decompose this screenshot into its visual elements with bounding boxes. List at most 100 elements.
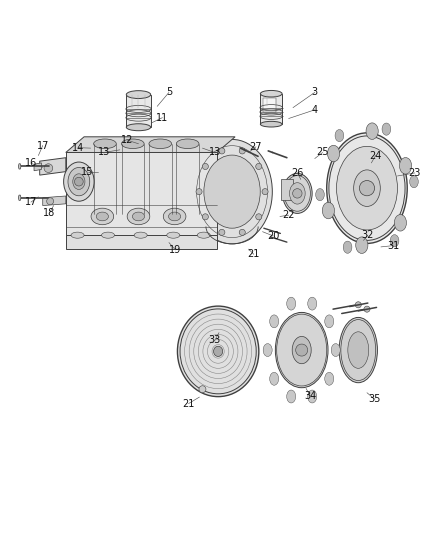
Ellipse shape: [284, 175, 311, 211]
Ellipse shape: [197, 232, 210, 238]
Ellipse shape: [290, 183, 305, 204]
Text: 12: 12: [121, 135, 134, 146]
Ellipse shape: [343, 241, 352, 253]
Circle shape: [47, 198, 53, 205]
Circle shape: [296, 344, 308, 356]
Ellipse shape: [322, 202, 335, 219]
Ellipse shape: [96, 212, 109, 221]
Circle shape: [219, 229, 225, 236]
Circle shape: [219, 148, 225, 154]
Text: 13: 13: [208, 148, 221, 157]
Ellipse shape: [126, 91, 151, 99]
Text: 27: 27: [250, 142, 262, 152]
Ellipse shape: [292, 336, 311, 364]
Ellipse shape: [68, 167, 90, 196]
Circle shape: [199, 386, 206, 393]
Text: 4: 4: [312, 105, 318, 115]
Ellipse shape: [260, 91, 282, 97]
Ellipse shape: [177, 306, 259, 397]
Text: 17: 17: [25, 197, 37, 207]
Circle shape: [256, 214, 262, 220]
Text: 18: 18: [43, 208, 55, 219]
Ellipse shape: [177, 139, 199, 149]
Text: 21: 21: [247, 249, 260, 260]
Text: 31: 31: [387, 240, 399, 251]
Ellipse shape: [263, 344, 272, 357]
Ellipse shape: [327, 133, 407, 244]
Ellipse shape: [71, 232, 84, 238]
Polygon shape: [66, 137, 235, 152]
Ellipse shape: [308, 390, 317, 403]
Ellipse shape: [169, 212, 181, 221]
Text: 19: 19: [170, 245, 182, 255]
Circle shape: [359, 181, 374, 196]
Ellipse shape: [348, 332, 369, 368]
Ellipse shape: [286, 297, 296, 310]
Circle shape: [44, 164, 53, 173]
Ellipse shape: [132, 212, 145, 221]
Ellipse shape: [163, 208, 186, 225]
Polygon shape: [18, 195, 21, 200]
Text: 3: 3: [312, 87, 318, 98]
Ellipse shape: [192, 140, 272, 244]
Circle shape: [256, 164, 262, 169]
Ellipse shape: [329, 136, 405, 240]
Ellipse shape: [64, 162, 94, 201]
Text: 32: 32: [362, 230, 374, 240]
Polygon shape: [126, 94, 151, 127]
Text: 33: 33: [208, 335, 221, 345]
Ellipse shape: [331, 344, 340, 357]
Text: 23: 23: [409, 168, 421, 178]
Ellipse shape: [366, 123, 378, 140]
Ellipse shape: [102, 232, 115, 238]
Circle shape: [293, 189, 302, 198]
Polygon shape: [281, 180, 293, 200]
Text: 35: 35: [369, 394, 381, 404]
Text: 11: 11: [156, 112, 169, 123]
Ellipse shape: [316, 189, 325, 201]
Circle shape: [202, 214, 208, 220]
Polygon shape: [18, 164, 21, 169]
Ellipse shape: [149, 139, 172, 149]
Ellipse shape: [283, 173, 312, 213]
Text: 22: 22: [283, 210, 295, 220]
Ellipse shape: [339, 318, 378, 383]
Ellipse shape: [126, 124, 151, 131]
Ellipse shape: [335, 130, 344, 142]
Ellipse shape: [180, 309, 256, 394]
Text: 20: 20: [267, 231, 279, 241]
Polygon shape: [263, 98, 276, 112]
Ellipse shape: [214, 346, 223, 357]
Text: 25: 25: [316, 148, 329, 157]
Ellipse shape: [325, 315, 334, 328]
Ellipse shape: [308, 297, 317, 310]
Ellipse shape: [328, 146, 339, 162]
Ellipse shape: [73, 174, 85, 189]
Ellipse shape: [121, 139, 144, 149]
Polygon shape: [34, 163, 42, 171]
Text: 15: 15: [81, 167, 94, 176]
Ellipse shape: [204, 155, 260, 228]
Ellipse shape: [394, 214, 406, 231]
Ellipse shape: [356, 237, 368, 253]
Text: 16: 16: [25, 158, 37, 168]
Text: 26: 26: [291, 168, 304, 178]
Circle shape: [196, 189, 202, 195]
Ellipse shape: [399, 158, 412, 174]
Ellipse shape: [91, 208, 114, 225]
Polygon shape: [43, 196, 66, 206]
Ellipse shape: [336, 147, 397, 230]
Ellipse shape: [325, 373, 334, 385]
Text: 14: 14: [72, 143, 85, 152]
Ellipse shape: [134, 232, 147, 238]
Ellipse shape: [127, 208, 150, 225]
Polygon shape: [66, 235, 217, 249]
Ellipse shape: [260, 122, 282, 127]
Polygon shape: [40, 158, 66, 175]
Ellipse shape: [276, 312, 328, 387]
Ellipse shape: [410, 175, 418, 188]
Circle shape: [239, 148, 245, 154]
Ellipse shape: [94, 139, 116, 149]
Ellipse shape: [270, 315, 279, 328]
Text: 17: 17: [36, 141, 49, 150]
